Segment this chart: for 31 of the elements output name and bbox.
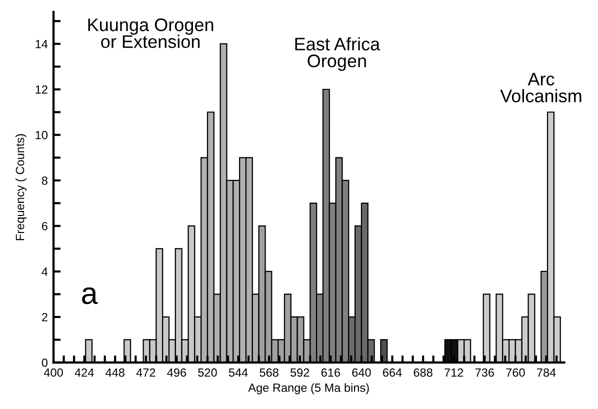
x-tick-label: 448 [106, 368, 124, 377]
x-tick-label: 520 [198, 368, 217, 377]
y-tick-label: 2 [42, 313, 48, 322]
annotation: East Africa Orogen [295, 37, 380, 71]
x-tick-label: 616 [321, 368, 340, 377]
x-tick-label: 664 [383, 368, 402, 377]
x-tick-label: 568 [260, 368, 278, 377]
x-tick-label: 544 [228, 368, 248, 377]
x-tick-label: 400 [44, 368, 63, 377]
x-tick-label: 712 [444, 368, 464, 377]
y-tick-label: 6 [42, 222, 48, 230]
x-tick-label: 736 [475, 368, 494, 377]
y-tick-label: 4 [42, 268, 48, 276]
x-tick-label: 424 [74, 368, 94, 377]
x-tick-label: 760 [506, 368, 525, 377]
x-axis-title: Age Range (5 Ma bins) [248, 383, 369, 394]
x-tick-label: 784 [537, 368, 556, 377]
annotation: Kuunga Orogen or Extension [88, 18, 214, 48]
x-tick-label: 640 [352, 368, 371, 377]
y-tick-label: 8 [42, 176, 48, 185]
y-axis-title: Frequency ( Counts) [15, 134, 26, 240]
y-tick-label: 14 [36, 40, 48, 48]
annotation: a [82, 287, 98, 304]
x-tick-label: 472 [136, 368, 156, 377]
x-tick-label: 592 [290, 368, 310, 377]
y-tick-label: 10 [36, 130, 48, 140]
x-tick-label: 496 [167, 368, 186, 377]
x-tick-label: 688 [414, 368, 432, 377]
y-tick-label: 0 [42, 358, 48, 367]
y-tick-label: 12 [36, 85, 48, 94]
annotation: Arc Volcanism [500, 72, 582, 102]
